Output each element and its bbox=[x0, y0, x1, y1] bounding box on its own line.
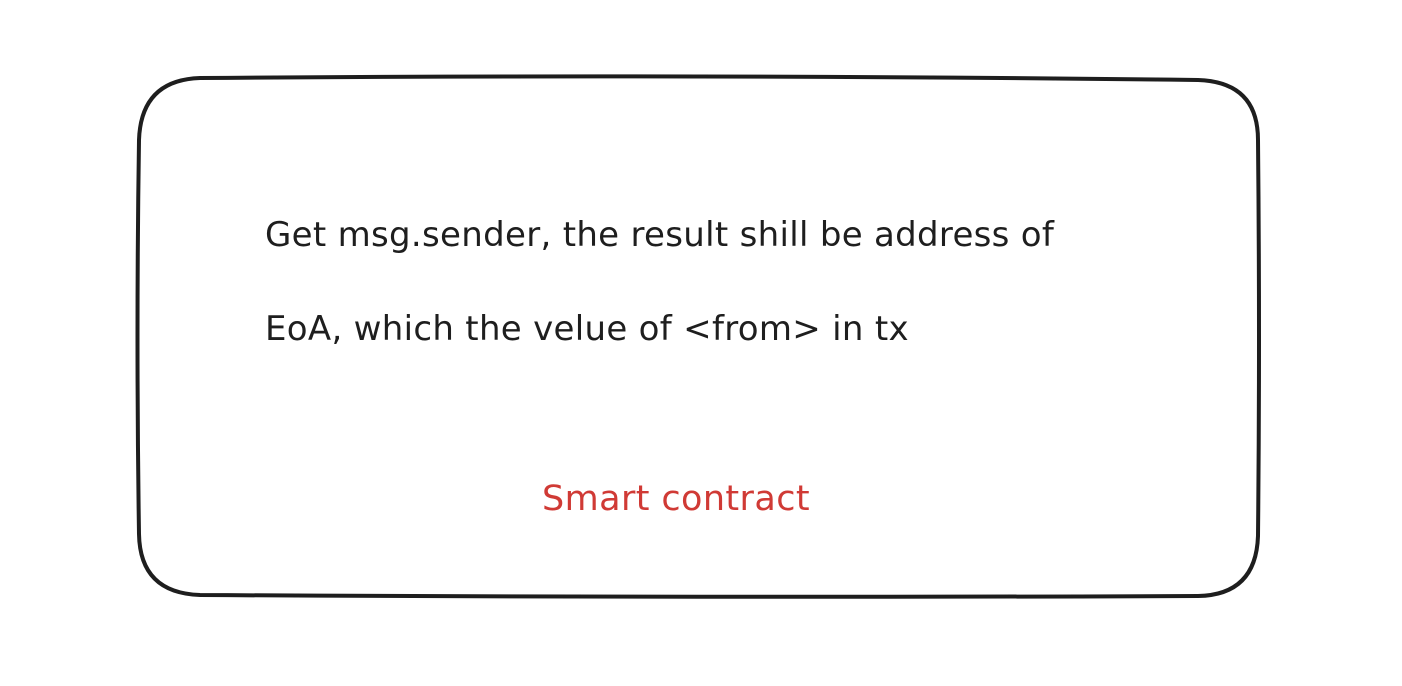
note-line-1: Get msg.sender, the result shill be addr… bbox=[265, 215, 1055, 255]
box-outline bbox=[135, 74, 1261, 599]
node-label: Smart contract bbox=[542, 479, 810, 519]
note-line-2: EoA, which the velue of <from> in tx bbox=[265, 309, 909, 349]
node-note: Get msg.sender, the result shill be addr… bbox=[265, 165, 1205, 400]
